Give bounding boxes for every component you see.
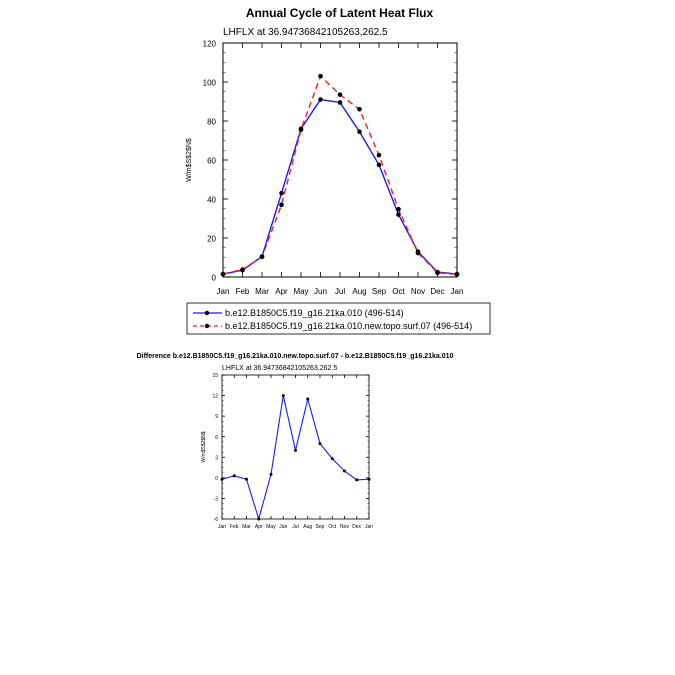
series-1-point-2	[245, 477, 248, 481]
x-tick-label-11: Dec	[430, 287, 444, 296]
x-tick-label-7: Aug	[303, 524, 312, 530]
y-tick-label-3: 3	[215, 455, 218, 461]
series-1-point-5	[318, 97, 323, 102]
x-tick-label-3: Apr	[255, 524, 263, 530]
x-tick-label-8: Sep	[372, 287, 387, 296]
y-tick-label-2: 40	[207, 196, 216, 205]
series-1-point-11	[355, 478, 359, 482]
x-tick-label-0: Jan	[218, 524, 226, 530]
chart2-plot-frame	[221, 374, 370, 520]
series-2-point-8	[376, 152, 382, 158]
x-tick-label-4: May	[266, 524, 276, 530]
series-2-point-7	[357, 107, 362, 112]
y-tick-label-4: 80	[207, 118, 216, 127]
chart1-subtitle: LHFLX at 36.94736842105263,262.5	[223, 27, 388, 38]
x-tick-label-9: Oct	[328, 524, 336, 530]
y-tick-label-5: 9	[215, 414, 218, 420]
x-tick-label-2: Mar	[255, 287, 269, 296]
series-2-point-1	[240, 267, 245, 272]
y-tick-label-4: 6	[215, 435, 218, 441]
x-tick-label-12: Jan	[365, 524, 373, 530]
series-line-1	[222, 98, 458, 275]
x-tick-label-9: Oct	[392, 287, 405, 296]
y-tick-label-1: 20	[207, 235, 216, 244]
series-2-point-5	[318, 73, 323, 79]
y-tick-label-1: -3	[214, 497, 219, 503]
chart1-plot-frame	[222, 42, 458, 278]
y-tick-label-5: 100	[203, 79, 217, 88]
series-2-point-3	[279, 202, 284, 208]
series-1-point-6	[337, 100, 343, 105]
legend-label-series-1: b.e12.B1850C5.f19_g16.21ka.010 (496-514)	[225, 308, 404, 318]
series-2-point-4	[298, 127, 304, 133]
y-tick-label-6: 12	[212, 394, 218, 400]
series-2-point-2	[259, 254, 265, 260]
series-line-1	[221, 395, 370, 521]
y-tick-label-6: 120	[203, 40, 217, 49]
series-line-2	[222, 74, 458, 276]
x-tick-label-1: Feb	[230, 524, 239, 530]
series-1-point-5	[281, 394, 285, 398]
legend-marker-series-1	[204, 310, 210, 316]
series-2-point-0	[220, 271, 226, 277]
series-1-point-12	[367, 477, 371, 481]
x-tick-label-6: Jul	[292, 524, 298, 530]
series-1-point-6	[294, 448, 297, 452]
series-1-point-7	[357, 129, 362, 135]
series-1-point-4	[269, 472, 273, 476]
y-tick-label-2: 0	[215, 476, 218, 482]
series-1-point-3	[257, 517, 261, 521]
series-2-point-6	[337, 92, 343, 97]
x-tick-label-10: Nov	[340, 524, 349, 530]
series-1-point-9	[396, 212, 401, 217]
x-tick-label-6: Jul	[335, 287, 345, 296]
series-1-point-10	[343, 469, 346, 473]
x-tick-label-8: Sep	[316, 524, 325, 530]
series-1-point-9	[330, 457, 334, 461]
series-1-point-8	[376, 162, 382, 168]
chart2-subtitle: LHFLX at 36.94736842105263,262.5	[222, 365, 337, 372]
legend-marker-series-2	[204, 323, 210, 329]
y-tick-label-3: 60	[207, 157, 216, 166]
series-2-point-12	[454, 272, 460, 277]
chart1-legend	[186, 302, 491, 335]
series-1-point-0	[220, 477, 224, 481]
series-2-point-9	[396, 206, 401, 212]
chart-difference: Difference b.e12.B1850C5.f19_g16.21ka.01…	[137, 353, 454, 530]
series-2-point-11	[435, 270, 440, 276]
series-1-point-3	[279, 190, 284, 196]
x-tick-label-0: Jan	[217, 287, 230, 296]
x-tick-label-3: Apr	[275, 287, 288, 296]
series-1-point-8	[318, 442, 322, 446]
x-tick-label-2: Mar	[242, 524, 251, 530]
x-tick-label-4: May	[293, 287, 308, 296]
x-tick-label-7: Aug	[352, 287, 366, 296]
y-tick-label-7: 15	[212, 373, 218, 379]
y-tick-label-0: -6	[214, 517, 219, 523]
x-tick-label-1: Feb	[236, 287, 250, 296]
legend-label-series-2: b.e12.B1850C5.f19_g16.21ka.010.new.topo.…	[225, 321, 472, 331]
chart2-title: Difference b.e12.B1850C5.f19_g16.21ka.01…	[137, 353, 454, 360]
x-tick-label-10: Nov	[411, 287, 425, 296]
x-tick-label-11: Dec	[352, 524, 361, 530]
x-tick-label-5: Jun	[279, 524, 287, 530]
x-tick-label-12: Jan	[451, 287, 464, 296]
y-tick-label-0: 0	[212, 274, 217, 283]
chart-annual-cycle: Annual Cycle of Latent Heat Flux LHFLX a…	[186, 6, 491, 335]
series-1-point-1	[232, 474, 236, 478]
series-1-point-7	[306, 397, 310, 401]
series-2-point-10	[415, 250, 421, 256]
chart1-title: Annual Cycle of Latent Heat Flux	[246, 6, 434, 20]
chart2-ylabel: W/m$S$2$N$	[201, 431, 207, 462]
chart1-ylabel: W/m$S$2$N$	[186, 138, 193, 182]
x-tick-label-5: Jun	[314, 287, 327, 296]
